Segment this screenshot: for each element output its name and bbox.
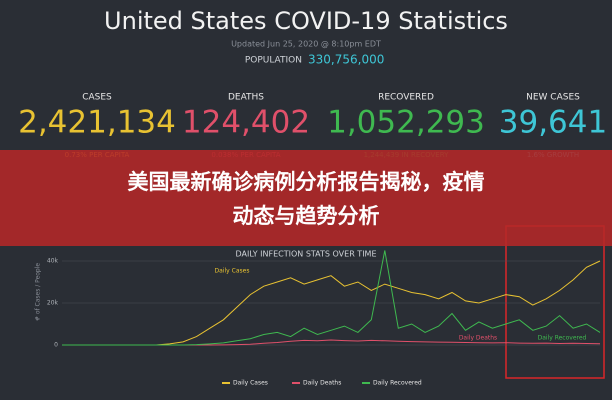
y-tick-label: 40k (47, 258, 59, 265)
legend-label: Daily Recovered (373, 380, 422, 387)
updated: Updated Jun 25, 2020 @ 8:10pm EDT (231, 40, 381, 49)
banner-line: 动态与趋势分析 (233, 204, 380, 228)
stat-label: DEATHS (228, 93, 264, 103)
series-label: Daily Cases (215, 268, 250, 275)
banner (0, 150, 612, 246)
legend-label: Daily Cases (233, 380, 268, 387)
legend-label: Daily Deaths (303, 380, 341, 387)
y-tick-label: 20k (47, 300, 59, 307)
y-axis-title: # of Cases / People (35, 263, 42, 322)
y-tick-label: 0 (54, 342, 58, 349)
series-line (62, 250, 601, 346)
population: 330,756,000 (308, 53, 384, 67)
stat-value: 39,641 (499, 105, 607, 141)
chart-title: DAILY INFECTION STATS OVER TIME (235, 250, 376, 259)
banner-line: 美国最新确诊病例分析报告揭秘，疫情 (128, 170, 485, 194)
stat-value: 124,402 (182, 105, 310, 141)
stat-label: RECOVERED (378, 93, 434, 103)
stat-label: NEW CASES (526, 93, 580, 103)
title: United States COVID-19 Statistics (104, 7, 508, 35)
series-label: Daily Deaths (459, 335, 497, 342)
stat-value: 1,052,293 (327, 105, 485, 141)
stat-label: CASES (82, 93, 112, 103)
series-label: Daily Recovered (538, 335, 587, 342)
population-label: POPULATION (245, 56, 302, 66)
stat-value: 2,421,134 (18, 105, 176, 141)
